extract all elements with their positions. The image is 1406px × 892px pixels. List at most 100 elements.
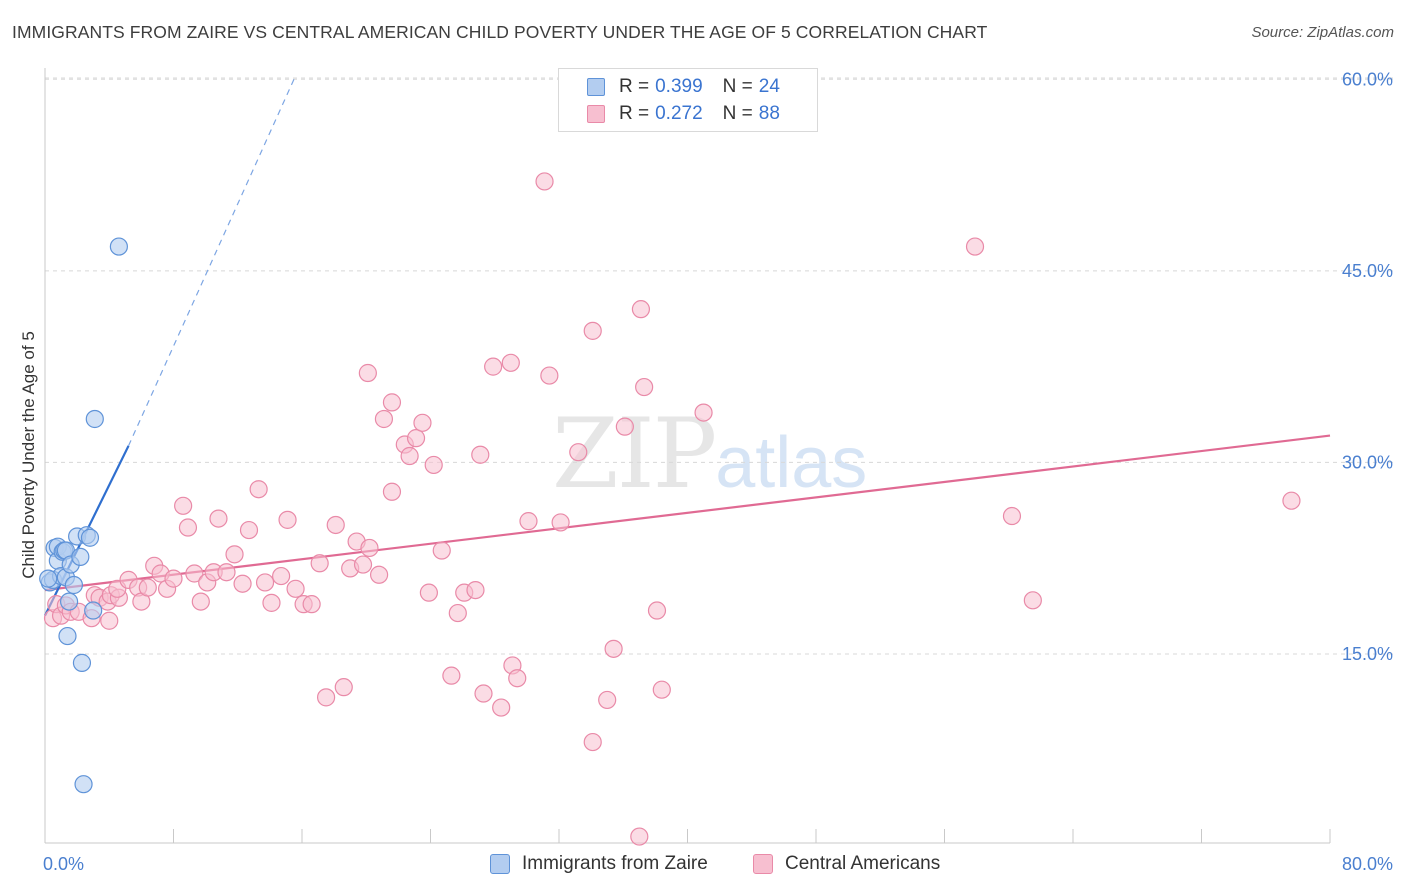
data-point-central: [535, 172, 554, 191]
data-point-central: [310, 554, 329, 573]
data-point-central: [209, 509, 228, 528]
data-point-zaire: [64, 575, 84, 595]
legend-r-label: R =: [619, 103, 650, 124]
data-point-central: [316, 688, 336, 707]
legend-n-label: N =: [722, 103, 753, 124]
data-point-central: [965, 237, 985, 256]
legend-swatch-zaire: [587, 78, 605, 96]
chart-title: IMMIGRANTS FROM ZAIRE VS CENTRAL AMERICA…: [12, 22, 988, 42]
central-americans-points: [43, 172, 1301, 846]
trend-lines: [44, 79, 1331, 617]
data-point-zaire: [71, 547, 90, 566]
data-point-zaire: [72, 653, 92, 672]
data-point-central: [302, 595, 321, 614]
data-point-central: [583, 321, 602, 340]
data-point-central: [508, 669, 527, 688]
data-point-central: [615, 417, 634, 436]
x-tick-label-max: 80.0%: [1342, 854, 1393, 874]
data-point-central: [635, 377, 654, 397]
data-point-central: [326, 515, 345, 535]
data-point-zaire: [74, 775, 93, 794]
data-point-central: [185, 564, 204, 583]
chart-source: Source: ZipAtlas.com: [1251, 24, 1394, 41]
legend-r-label: R =: [619, 76, 650, 97]
axes: [44, 68, 1331, 844]
data-point-central: [249, 480, 268, 499]
data-point-central: [432, 541, 451, 560]
data-point-central: [374, 409, 394, 429]
data-point-central: [492, 698, 511, 717]
data-point-central: [100, 611, 119, 630]
data-point-central: [217, 563, 236, 582]
data-point-central: [370, 565, 389, 584]
data-point-central: [233, 574, 252, 593]
data-point-central: [598, 690, 617, 710]
legend-r-value: 0.272: [655, 103, 703, 124]
data-point-central: [630, 827, 649, 846]
data-point-zaire: [58, 626, 77, 646]
y-tick-label: 45.0%: [1342, 261, 1393, 281]
legend-row-central: R = 0.272 N = 88: [587, 103, 780, 125]
bottom-legend-zaire: Immigrants from Zaire: [490, 852, 708, 876]
data-point-zaire: [84, 601, 103, 620]
bottom-legend-swatch-central: [753, 854, 773, 874]
data-point-central: [225, 545, 244, 564]
bottom-legend-central: Central Americans: [753, 852, 940, 876]
data-point-central: [551, 513, 570, 532]
data-point-central: [286, 579, 305, 598]
data-point-central: [406, 429, 426, 448]
legend-r-value: 0.399: [655, 76, 703, 97]
data-point-central: [448, 603, 467, 623]
watermark-atlas: atlas: [715, 423, 868, 503]
data-point-central: [1023, 591, 1042, 610]
x-tick-label-min: 0.0%: [43, 854, 84, 874]
data-point-zaire: [59, 592, 79, 611]
grid-lines: [45, 77, 1393, 655]
data-point-zaire: [85, 409, 104, 429]
data-point-central: [583, 732, 602, 752]
data-point-central: [442, 666, 461, 685]
data-point-central: [353, 555, 373, 574]
data-point-zaire: [39, 569, 58, 588]
data-point-central: [255, 573, 275, 592]
data-point-central: [382, 393, 402, 412]
data-point-central: [358, 363, 377, 383]
data-point-central: [164, 569, 183, 588]
data-point-central: [419, 583, 438, 602]
legend-row-zaire: R = 0.399 N = 24: [587, 76, 780, 98]
legend-n-value: 88: [758, 103, 780, 124]
data-point-central: [413, 413, 432, 432]
data-point-central: [540, 366, 559, 385]
y-tick-label: 60.0%: [1342, 69, 1393, 89]
data-point-central: [484, 357, 503, 376]
trend-line-zaire-extension: [127, 79, 295, 447]
data-point-central: [694, 403, 713, 422]
legend-n-value: 24: [758, 76, 780, 97]
data-point-central: [474, 684, 493, 703]
data-point-zaire: [109, 237, 128, 256]
data-point-zaire: [80, 528, 100, 547]
data-point-central: [360, 538, 379, 558]
y-tick-label: 30.0%: [1342, 452, 1393, 472]
data-point-central: [647, 601, 667, 620]
data-point-central: [138, 578, 157, 597]
data-point-central: [334, 678, 353, 697]
data-point-central: [278, 510, 297, 529]
legend: R = 0.399 N = 24 R = 0.272 N = 88: [558, 68, 818, 132]
bottom-legend-label-zaire: Immigrants from Zaire: [522, 853, 708, 874]
data-point-central: [239, 520, 259, 540]
legend-n-label: N =: [722, 76, 753, 97]
data-point-central: [1002, 506, 1022, 526]
data-point-central: [604, 639, 623, 658]
data-point-central: [501, 353, 520, 372]
bottom-legend-label-central: Central Americans: [785, 853, 941, 874]
data-point-central: [191, 592, 210, 611]
zaire-points: [39, 237, 128, 794]
y-tick-label: 15.0%: [1342, 644, 1393, 664]
data-point-central: [569, 443, 588, 462]
data-point-central: [400, 446, 419, 466]
data-point-central: [174, 496, 193, 515]
data-point-central: [178, 518, 198, 537]
data-point-central: [272, 566, 291, 586]
